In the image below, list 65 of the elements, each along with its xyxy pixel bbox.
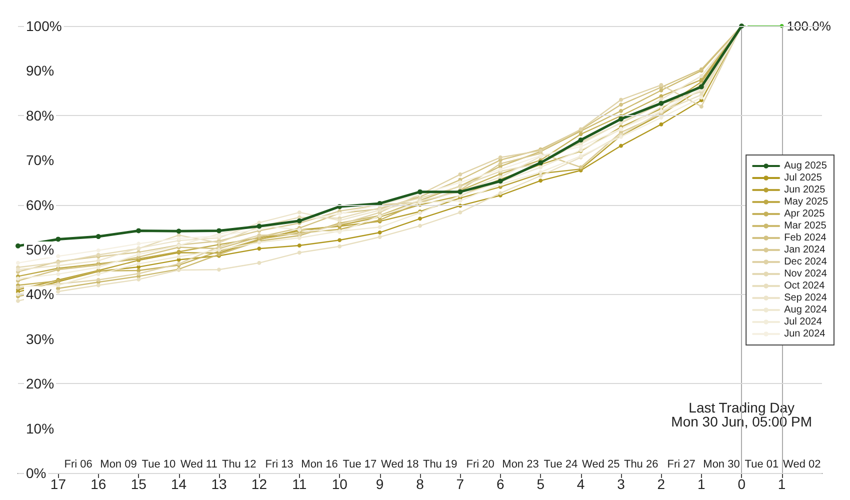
x-tick-label: 11 [292, 476, 307, 492]
annotation: Fri 27 [667, 458, 696, 470]
annotation: Fri 20 [466, 458, 494, 470]
annotation: Wed 02 [783, 458, 821, 470]
annotation: Mon 09 [100, 458, 137, 470]
x-tick-label: 7 [456, 476, 464, 492]
annotation: Tue 17 [342, 458, 377, 470]
x-tick-label: 16 [90, 476, 106, 492]
annotation: Thu 12 [222, 458, 256, 470]
x-tick-label: 6 [496, 476, 504, 492]
annotation: Mon 30 [703, 458, 740, 470]
annotation: Wed 25 [582, 458, 620, 470]
legend-label: Feb 2024 [784, 232, 827, 244]
legend-label: Jun 2025 [784, 184, 826, 196]
annotation: Thu 19 [422, 458, 458, 470]
annotation: Fri 13 [265, 458, 294, 470]
x-tick-label: 12 [251, 476, 268, 492]
annotation: Mon 23 [502, 458, 539, 470]
x-tick-label: 17 [50, 476, 66, 492]
x-tick-label: 10 [332, 476, 348, 492]
legend-label: Jan 2024 [784, 244, 826, 256]
legend-label: Sep 2024 [784, 292, 828, 304]
legend-label: Jul 2025 [784, 172, 822, 184]
y-tick-label: 50% [26, 242, 54, 258]
legend-label: Jul 2024 [784, 316, 822, 328]
y-tick-label: 20% [26, 376, 54, 392]
annotation: Last Trading Day Mon 30 Jun, 05:00 PM [671, 399, 812, 430]
x-tick-label: 15 [130, 476, 147, 492]
x-tick-label: 1 [698, 476, 706, 492]
legend-label: May 2025 [784, 196, 828, 208]
legend-label: Apr 2025 [784, 208, 826, 220]
legend-label: Aug 2024 [784, 304, 828, 316]
legend-label: Oct 2024 [784, 280, 826, 292]
annotation: Fri 06 [64, 458, 92, 470]
x-tick-label: 5 [536, 476, 545, 492]
legend-label: Jun 2024 [784, 328, 826, 340]
y-tick-label: 0% [26, 465, 46, 481]
y-tick-label: 60% [26, 196, 54, 213]
x-tick-label: 14 [171, 476, 187, 492]
legend-label: Aug 2025 [784, 160, 828, 172]
x-tick-label: 0 [738, 476, 746, 492]
x-tick-label: 3 [617, 476, 626, 492]
y-tick-label: 30% [26, 330, 54, 347]
annotation: Tue 01 [744, 458, 779, 470]
annotation: Wed 18 [381, 458, 419, 470]
legend-label: Mar 2025 [784, 220, 827, 232]
y-tick-label: 10% [26, 420, 54, 436]
x-tick-label: 9 [376, 476, 384, 492]
x-tick-label: 4 [576, 476, 585, 492]
legend-label: Nov 2024 [784, 268, 828, 280]
y-tick-label: 100% [26, 18, 62, 34]
annotation: Mon 16 [301, 458, 338, 470]
legend-label: Dec 2024 [784, 256, 828, 268]
y-tick-label: 90% [26, 62, 54, 79]
x-tick-label: 13 [211, 476, 227, 492]
y-tick-label: 80% [26, 107, 54, 124]
x-tick-label: 8 [416, 476, 424, 492]
annotation: Tue 24 [544, 458, 578, 470]
y-tick-label: 40% [26, 286, 54, 302]
annotation: Tue 10 [142, 458, 176, 470]
x-tick-label: 1 [778, 476, 786, 492]
annotation: Wed 11 [180, 458, 218, 470]
annotation: Thu 26 [624, 458, 658, 470]
y-tick-label: 70% [26, 152, 54, 168]
x-tick-label: 2 [657, 476, 666, 492]
